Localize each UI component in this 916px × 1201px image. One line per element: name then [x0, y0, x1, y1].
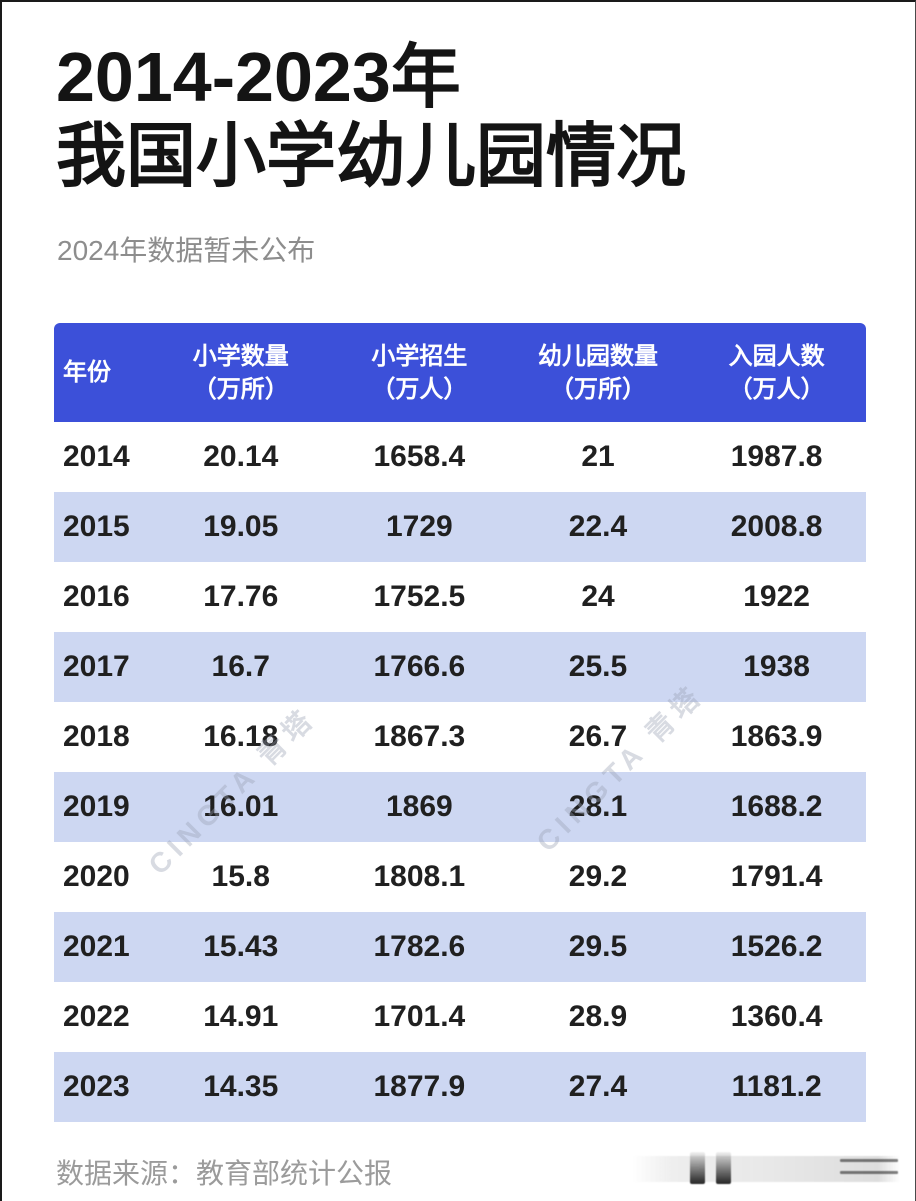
value-cell: 15.43	[203, 930, 279, 963]
value-cell: 16.01	[203, 790, 279, 823]
value-cell: 20.14	[203, 440, 279, 473]
page-title-line2: 我国小学幼儿园情况	[56, 117, 686, 195]
value-cell: 1688.2	[730, 790, 823, 823]
year-cell: 2020	[63, 860, 130, 893]
column-header: 年份	[54, 356, 151, 389]
value-cell: 25.5	[568, 650, 628, 683]
value-cell: 1766.6	[373, 650, 466, 683]
value-cell: 1808.1	[373, 860, 466, 893]
column-header-label: 小学数量	[192, 342, 289, 370]
value-cell: 1877.9	[373, 1070, 466, 1103]
value-cell: 22.4	[568, 510, 628, 543]
value-cell: 29.2	[568, 860, 628, 893]
blur-line	[840, 1171, 898, 1174]
blur-bar	[690, 1152, 705, 1184]
column-header-label: 小学招生	[371, 342, 468, 370]
column-header-unit: （万人）	[728, 375, 825, 403]
column-header: 小学数量 （万所）	[151, 340, 330, 406]
page-title-line1: 2014-2023年	[56, 38, 461, 116]
page-subtitle: 2024年数据暂未公布	[57, 235, 316, 266]
value-cell: 1360.4	[730, 1000, 823, 1033]
column-header: 入园人数 （万人）	[687, 340, 866, 406]
value-cell: 1869	[386, 790, 453, 823]
value-cell: 28.9	[568, 1000, 628, 1033]
year-cell: 2017	[63, 650, 130, 683]
value-cell: 1938	[743, 650, 810, 683]
value-cell: 1867.3	[373, 720, 466, 753]
value-cell: 27.4	[568, 1070, 628, 1103]
page-title: 2014-2023年 我国小学幼儿园情况	[56, 38, 863, 196]
table-row: 2023 14.35 1877.9 27.4 1181.2	[54, 1052, 866, 1122]
table-row: 2015 19.05 1729 22.4 2008.8	[54, 492, 866, 562]
table-row: 2017 16.7 1766.6 25.5 1938	[54, 632, 866, 702]
column-header-label: 幼儿园数量	[538, 342, 658, 370]
year-cell: 2015	[63, 510, 130, 543]
value-cell: 1526.2	[730, 930, 823, 963]
value-cell: 1987.8	[730, 440, 823, 473]
value-cell: 1922	[743, 580, 810, 613]
table-row: 2018 16.18 1867.3 26.7 1863.9	[54, 702, 866, 772]
year-cell: 2021	[63, 930, 130, 963]
value-cell: 19.05	[203, 510, 279, 543]
value-cell: 29.5	[568, 930, 628, 963]
value-cell: 16.18	[203, 720, 279, 753]
table-row: 2022 14.91 1701.4 28.9 1360.4	[54, 982, 866, 1052]
value-cell: 1181.2	[731, 1070, 822, 1103]
blurred-watermark	[632, 1150, 900, 1188]
column-header-unit: （万所）	[550, 375, 646, 403]
table-row: 2021 15.43 1782.6 29.5 1526.2	[54, 912, 866, 982]
table-row: 2014 20.14 1658.4 21 1987.8	[54, 422, 866, 492]
value-cell: 1701.4	[373, 1000, 466, 1033]
blur-line	[840, 1159, 898, 1162]
column-header-label: 入园人数	[728, 342, 825, 370]
year-cell: 2023	[63, 1070, 130, 1103]
table-row: 2020 15.8 1808.1 29.2 1791.4	[54, 842, 866, 912]
value-cell: 1863.9	[730, 720, 823, 753]
column-header-unit: （万所）	[192, 375, 289, 403]
value-cell: 26.7	[568, 720, 628, 753]
value-cell: 2008.8	[730, 510, 823, 543]
blur-bar	[716, 1152, 731, 1184]
value-cell: 1782.6	[373, 930, 466, 963]
value-cell: 14.35	[203, 1070, 279, 1103]
table-body: 2014 20.14 1658.4 21 1987.8 2015 19.05 1729 22.4…	[54, 422, 866, 1122]
table-header-row: 年份 小学数量 （万所） 小学招生 （万人） 幼儿园数量 （万所） 入园人数 （万人）	[54, 323, 866, 422]
column-header: 幼儿园数量 （万所）	[509, 340, 688, 406]
value-cell: 21	[581, 440, 615, 473]
value-cell: 24	[581, 580, 615, 613]
column-header-label: 年份	[63, 359, 111, 386]
value-cell: 28.1	[568, 790, 628, 823]
table-row: 2016 17.76 1752.5 24 1922	[54, 562, 866, 632]
year-cell: 2022	[63, 1000, 130, 1033]
year-cell: 2019	[63, 790, 130, 823]
column-header-unit: （万人）	[371, 375, 468, 403]
data-table: 年份 小学数量 （万所） 小学招生 （万人） 幼儿园数量 （万所） 入园人数 （万人） 2014…	[54, 323, 866, 1122]
year-cell: 2018	[63, 720, 130, 753]
column-header: 小学招生 （万人）	[330, 340, 509, 406]
value-cell: 14.91	[203, 1000, 279, 1033]
value-cell: 1791.4	[730, 860, 823, 893]
value-cell: 15.8	[211, 860, 270, 893]
value-cell: 16.7	[211, 650, 270, 683]
year-cell: 2014	[63, 440, 130, 473]
data-source: 数据来源：教育部统计公报	[56, 1158, 393, 1189]
value-cell: 1729	[386, 510, 453, 543]
value-cell: 1658.4	[373, 440, 466, 473]
value-cell: 1752.5	[373, 580, 466, 613]
table-row: 2019 16.01 1869 28.1 1688.2	[54, 772, 866, 842]
value-cell: 17.76	[203, 580, 279, 613]
year-cell: 2016	[63, 580, 130, 613]
